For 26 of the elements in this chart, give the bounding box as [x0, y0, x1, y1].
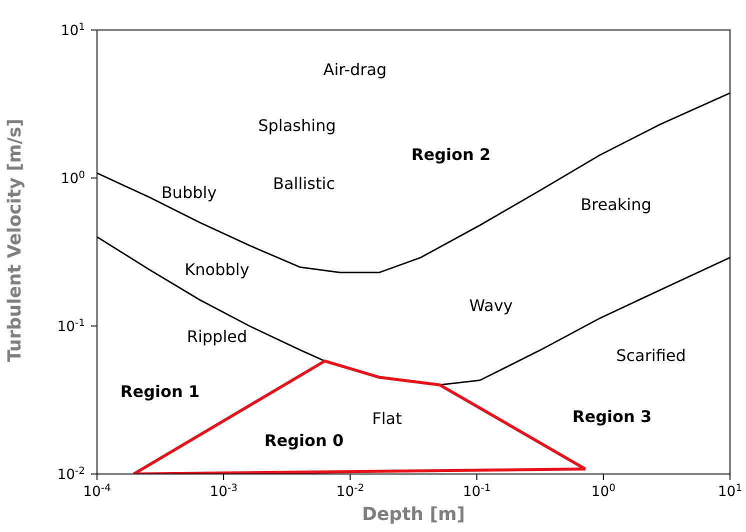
- x-tick-label: 10$^{-3}$: [210, 482, 238, 500]
- annotation: Ballistic: [273, 174, 335, 193]
- annotation: Region 2: [411, 145, 491, 164]
- annotation: Region 0: [264, 431, 344, 450]
- annotation: Region 1: [120, 382, 200, 401]
- y-tick-label: 10$^{-2}$: [57, 466, 85, 483]
- annotation: Air-drag: [323, 60, 387, 79]
- x-tick-label: 10$^{-1}$: [462, 482, 491, 500]
- annotation: Region 3: [572, 407, 652, 426]
- y-tick-label: 10$^{-1}$: [57, 318, 85, 335]
- y-axis-title: Turbulent Velocity [m/s]: [4, 118, 26, 362]
- x-tick-label: 10$^{-2}$: [336, 482, 364, 500]
- annotation: Knobbly: [184, 260, 250, 279]
- x-tick-label: 10$^{1}$: [718, 482, 742, 500]
- annotation: Bubbly: [161, 183, 217, 202]
- annotation: Rippled: [186, 327, 248, 346]
- y-tick-label: 10$^{1}$: [60, 22, 85, 39]
- annotation: Splashing: [258, 116, 336, 135]
- annotation: Breaking: [580, 195, 652, 214]
- y-tick-label: 10$^{0}$: [60, 170, 85, 187]
- annotation: Flat: [372, 409, 402, 428]
- annotation: Scarified: [616, 346, 686, 365]
- annotation: Wavy: [469, 296, 513, 315]
- x-tick-label: 10$^{0}$: [591, 482, 616, 500]
- x-axis-title: Depth [m]: [362, 504, 465, 525]
- x-tick-label: 10$^{-4}$: [83, 482, 111, 500]
